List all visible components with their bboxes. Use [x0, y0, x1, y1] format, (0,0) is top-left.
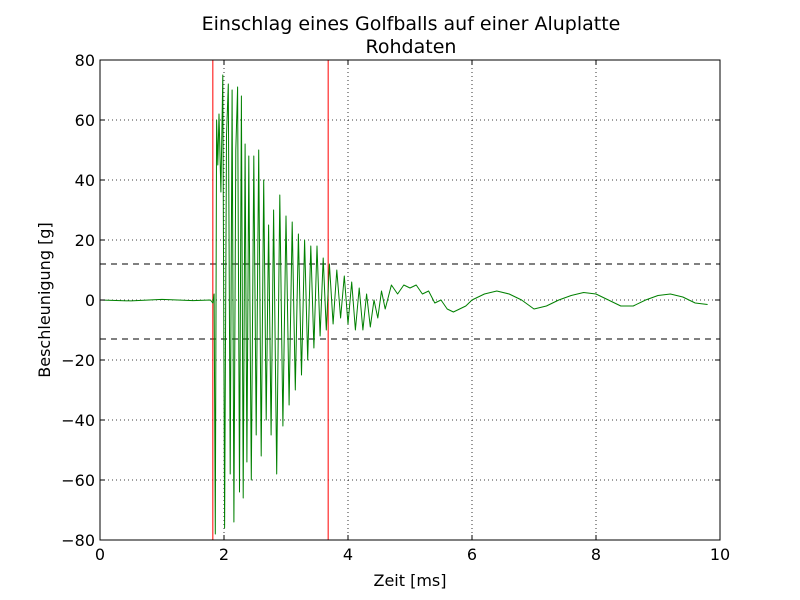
y-tick-label: 80 [75, 51, 95, 70]
y-tick-label: −40 [61, 411, 95, 430]
ticks: 0 2 4 6 8 10 −80 −60 −40 −20 0 20 40 60 80 [61, 51, 730, 564]
y-tick-label: 40 [75, 171, 95, 190]
series-line [99, 74, 708, 535]
chart-subtitle: Rohdaten [366, 36, 457, 58]
x-axis-label: Zeit [ms] [373, 571, 446, 590]
y-tick-label: 0 [85, 291, 95, 310]
y-tick-label: 20 [75, 231, 95, 250]
grid [100, 60, 720, 540]
x-tick-label: 4 [343, 545, 353, 564]
y-tick-label: 60 [75, 111, 95, 130]
y-tick-label: −80 [61, 531, 95, 550]
x-tick-label: 8 [591, 545, 601, 564]
x-tick-label: 2 [219, 545, 229, 564]
y-tick-label: −20 [61, 351, 95, 370]
y-axis-label: Beschleunigung [g] [35, 222, 54, 377]
x-tick-label: 10 [710, 545, 730, 564]
chart-title: Einschlag eines Golfballs auf einer Alup… [202, 13, 621, 35]
x-tick-label: 6 [467, 545, 477, 564]
x-tick-label: 0 [95, 545, 105, 564]
y-tick-label: −60 [61, 471, 95, 490]
series-layer [99, 74, 708, 535]
